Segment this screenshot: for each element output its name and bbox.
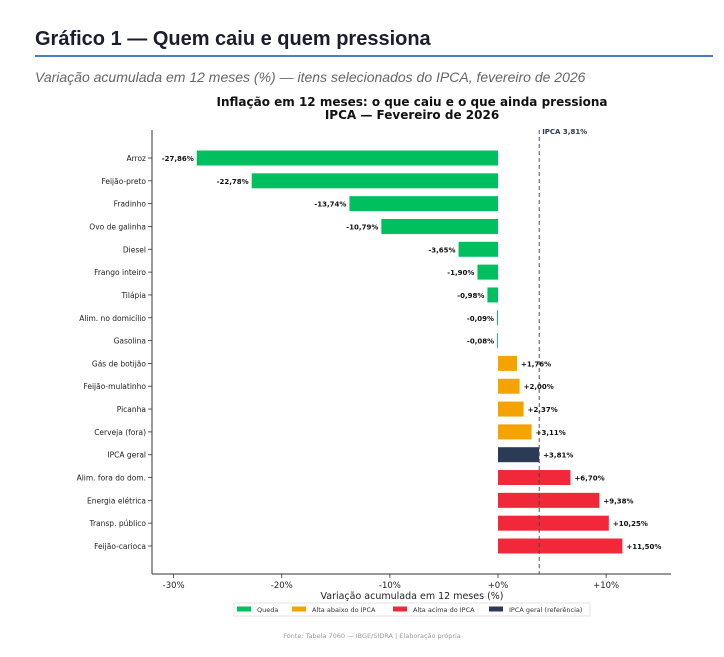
x-tick-label: +0%: [488, 581, 509, 591]
source-note: Fonte: Tabela 7060 — IBGE/SIDRA | Elabor…: [283, 632, 461, 640]
value-label: +3,81%: [543, 452, 573, 460]
value-label: -0,09%: [467, 315, 494, 323]
bar: [498, 538, 623, 554]
value-label: +6,70%: [574, 475, 604, 483]
y-tick-label: Arroz: [126, 154, 146, 163]
legend-label: Alta abaixo do IPCA: [312, 606, 376, 614]
value-label: +11,50%: [626, 543, 661, 551]
x-tick-label: -30%: [163, 581, 185, 591]
legend-swatch: [292, 606, 306, 612]
y-tick-label: IPCA geral: [107, 451, 146, 460]
bar: [498, 470, 571, 486]
bar: [349, 196, 498, 212]
bar: [487, 287, 498, 303]
y-tick-label: Gasolina: [114, 337, 146, 346]
y-tick-label: Cerveja (fora): [94, 428, 146, 437]
y-tick-label: Energia elétrica: [87, 496, 146, 505]
chart-title: Inflação em 12 meses: o que caiu e o que…: [216, 95, 607, 109]
value-label: +2,37%: [528, 406, 558, 414]
bar: [498, 447, 540, 463]
chart-subtitle: IPCA — Fevereiro de 2026: [325, 108, 499, 122]
bar: [381, 218, 498, 234]
x-tick-label: -20%: [271, 581, 293, 591]
y-tick-label: Feijão-mulatinho: [83, 382, 146, 391]
x-axis-label: Variação acumulada em 12 meses (%): [320, 591, 503, 602]
y-tick-label: Feijão-carioca: [94, 542, 146, 551]
bar: [498, 515, 609, 531]
y-tick-label: Transp. público: [88, 519, 146, 528]
legend-swatch: [489, 606, 503, 612]
y-tick-label: Tilápia: [120, 291, 146, 300]
bar: [497, 310, 498, 326]
value-label: +9,38%: [603, 497, 633, 505]
bar: [251, 173, 498, 189]
legend-label: IPCA geral (referência): [509, 606, 582, 614]
bar: [498, 424, 532, 440]
value-label: +3,11%: [536, 429, 566, 437]
page-subtitle: Variação acumulada em 12 meses (%) — ite…: [35, 69, 586, 85]
bar: [196, 150, 499, 166]
bar: [498, 401, 524, 417]
bar: [477, 264, 498, 280]
x-tick-label: +10%: [593, 581, 619, 591]
bar: [498, 378, 520, 394]
value-label: -0,98%: [457, 292, 484, 300]
title-divider: [35, 55, 713, 57]
bar: [498, 355, 518, 371]
legend-swatch: [237, 606, 251, 612]
value-label: +10,25%: [613, 520, 648, 528]
y-tick-label: Fradinho: [114, 200, 147, 209]
value-label: -1,90%: [447, 269, 474, 277]
page-title: Gráfico 1 — Quem caiu e quem pressiona: [35, 28, 431, 50]
value-label: -0,08%: [467, 338, 494, 346]
value-label: +1,76%: [521, 360, 551, 368]
y-tick-label: Frango inteiro: [94, 268, 146, 277]
value-label: -10,79%: [346, 223, 378, 231]
legend-swatch: [393, 606, 407, 612]
value-label: -22,78%: [217, 178, 249, 186]
bar: [497, 333, 498, 349]
y-tick-label: Alim. no domicílio: [79, 314, 146, 323]
y-tick-label: Gás de botijão: [92, 359, 147, 368]
legend-label: Queda: [257, 606, 278, 614]
value-label: +2,00%: [524, 383, 554, 391]
value-label: -3,65%: [428, 246, 455, 254]
bar: [458, 241, 498, 257]
legend-box: [233, 602, 591, 617]
y-tick-label: Diesel: [123, 245, 146, 254]
legend-label: Alta acima do IPCA: [413, 606, 475, 614]
value-label: -13,74%: [314, 201, 346, 209]
value-label: -27,86%: [162, 155, 194, 163]
y-tick-label: Alim. fora do dom.: [77, 474, 146, 483]
y-tick-label: Ovo de galinha: [89, 222, 146, 231]
reference-line-label: IPCA 3,81%: [542, 128, 587, 136]
y-tick-label: Picanha: [117, 405, 146, 414]
y-tick-label: Feijão-preto: [101, 177, 146, 186]
bar: [498, 492, 600, 508]
x-tick-label: -10%: [379, 581, 401, 591]
